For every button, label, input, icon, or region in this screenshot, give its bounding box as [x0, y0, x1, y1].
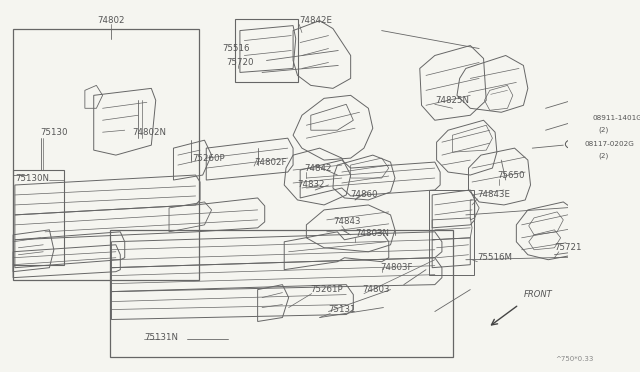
Text: (2): (2) [599, 127, 609, 134]
Text: 74843: 74843 [333, 217, 360, 227]
Text: 08911-1401G: 08911-1401G [593, 115, 640, 121]
Text: 74803: 74803 [362, 285, 390, 294]
Text: 74802: 74802 [98, 16, 125, 25]
Text: 74825N: 74825N [435, 96, 469, 105]
Text: 74803F: 74803F [380, 263, 412, 272]
Text: 74802F: 74802F [254, 158, 287, 167]
Text: 75261P: 75261P [311, 285, 344, 294]
Text: 75650: 75650 [497, 170, 524, 180]
Text: 75131: 75131 [328, 305, 356, 314]
Text: ^750*0.33: ^750*0.33 [556, 356, 594, 362]
Text: 74802N: 74802N [132, 128, 166, 137]
Text: 74842E: 74842E [300, 16, 332, 25]
Text: FRONT: FRONT [524, 290, 552, 299]
Text: 75721: 75721 [554, 243, 582, 252]
Text: 74832: 74832 [298, 180, 325, 189]
Text: 75516: 75516 [222, 44, 250, 53]
Text: 75130N: 75130N [15, 173, 49, 183]
Text: 74842: 74842 [305, 164, 332, 173]
Text: (2): (2) [599, 153, 609, 159]
Text: 74843E: 74843E [477, 190, 510, 199]
Text: 75516M: 75516M [477, 253, 513, 262]
Text: 75130: 75130 [40, 128, 68, 137]
Text: 75131N: 75131N [144, 333, 178, 342]
Text: 75720: 75720 [227, 58, 254, 67]
Text: 74803N: 74803N [355, 229, 389, 238]
Text: 08117-0202G: 08117-0202G [584, 141, 634, 147]
Text: 75260P: 75260P [192, 154, 225, 163]
Text: 74860: 74860 [351, 190, 378, 199]
